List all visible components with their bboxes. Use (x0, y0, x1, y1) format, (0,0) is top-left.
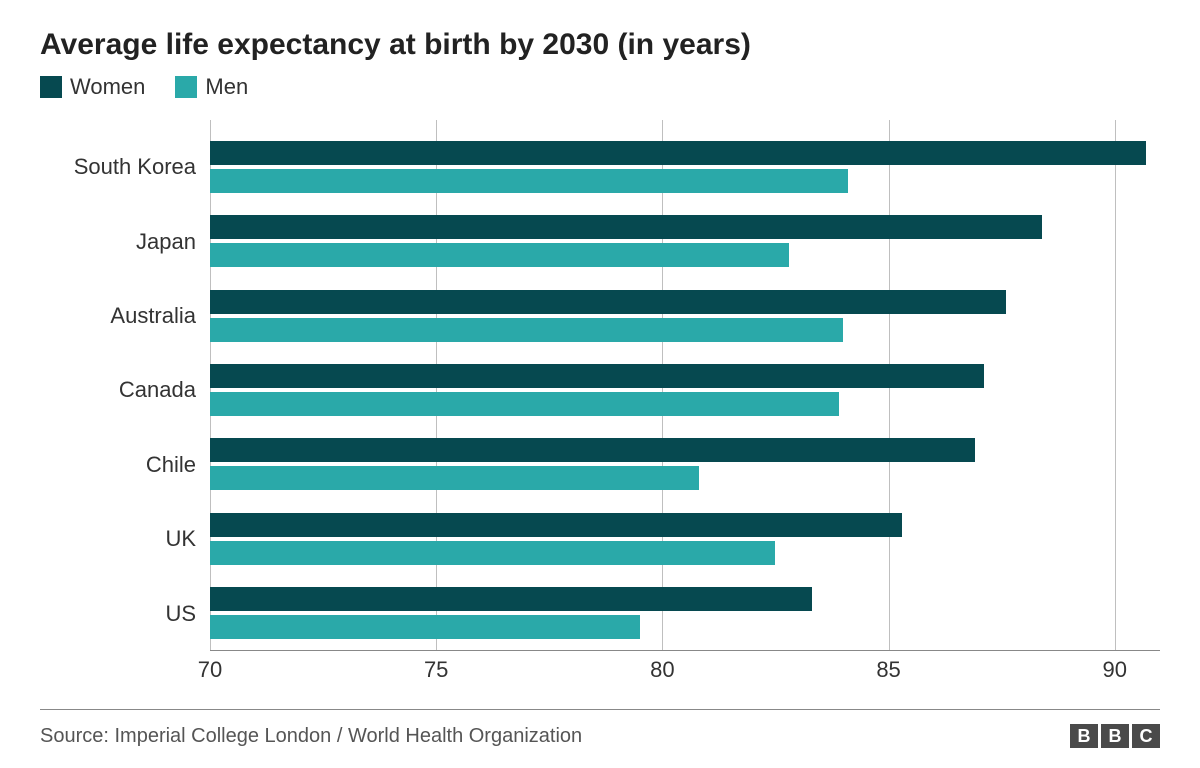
logo-letter: B (1070, 724, 1098, 748)
bar (210, 587, 812, 611)
bar (210, 615, 640, 639)
x-tick-label: 90 (1103, 657, 1127, 683)
bar-group (210, 576, 1160, 650)
legend-swatch (40, 76, 62, 98)
bar-group (210, 353, 1160, 427)
bar (210, 243, 789, 267)
logo-letter: B (1101, 724, 1129, 748)
category-label: Chile (40, 428, 210, 502)
bar (210, 215, 1042, 239)
footer: Source: Imperial College London / World … (40, 710, 1160, 748)
bar (210, 392, 839, 416)
category-label: South Korea (40, 130, 210, 204)
bar-group (210, 427, 1160, 501)
legend-label: Men (205, 74, 248, 100)
category-label: Japan (40, 204, 210, 278)
y-axis-labels: South KoreaJapanAustraliaCanadaChileUKUS (40, 120, 210, 651)
legend-label: Women (70, 74, 145, 100)
x-axis: 70 75 80 85 90 (40, 657, 1160, 687)
bar (210, 318, 843, 342)
bar (210, 541, 775, 565)
bar-group (210, 204, 1160, 278)
x-tick-label: 80 (650, 657, 674, 683)
category-label: US (40, 577, 210, 651)
legend: Women Men (40, 74, 1160, 100)
bar (210, 141, 1146, 165)
x-tick-label: 75 (424, 657, 448, 683)
bar-group (210, 501, 1160, 575)
category-label: Australia (40, 279, 210, 353)
bar (210, 466, 699, 490)
chart-title: Average life expectancy at birth by 2030… (40, 28, 1160, 62)
x-tick-label: 85 (876, 657, 900, 683)
logo-letter: C (1132, 724, 1160, 748)
x-tick-label: 70 (198, 657, 222, 683)
bar-group (210, 279, 1160, 353)
bar (210, 438, 975, 462)
category-label: Canada (40, 353, 210, 427)
legend-item: Men (175, 74, 248, 100)
legend-swatch (175, 76, 197, 98)
plot-area (210, 120, 1160, 651)
x-axis-ticks: 7075808590 (210, 657, 1160, 687)
bbc-logo: BBC (1070, 724, 1160, 748)
bar (210, 513, 902, 537)
bar (210, 364, 984, 388)
bar-group (210, 130, 1160, 204)
legend-item: Women (40, 74, 145, 100)
bar (210, 169, 848, 193)
source-text: Source: Imperial College London / World … (40, 725, 582, 748)
chart-area: South KoreaJapanAustraliaCanadaChileUKUS (40, 120, 1160, 651)
bar (210, 290, 1006, 314)
category-label: UK (40, 502, 210, 576)
